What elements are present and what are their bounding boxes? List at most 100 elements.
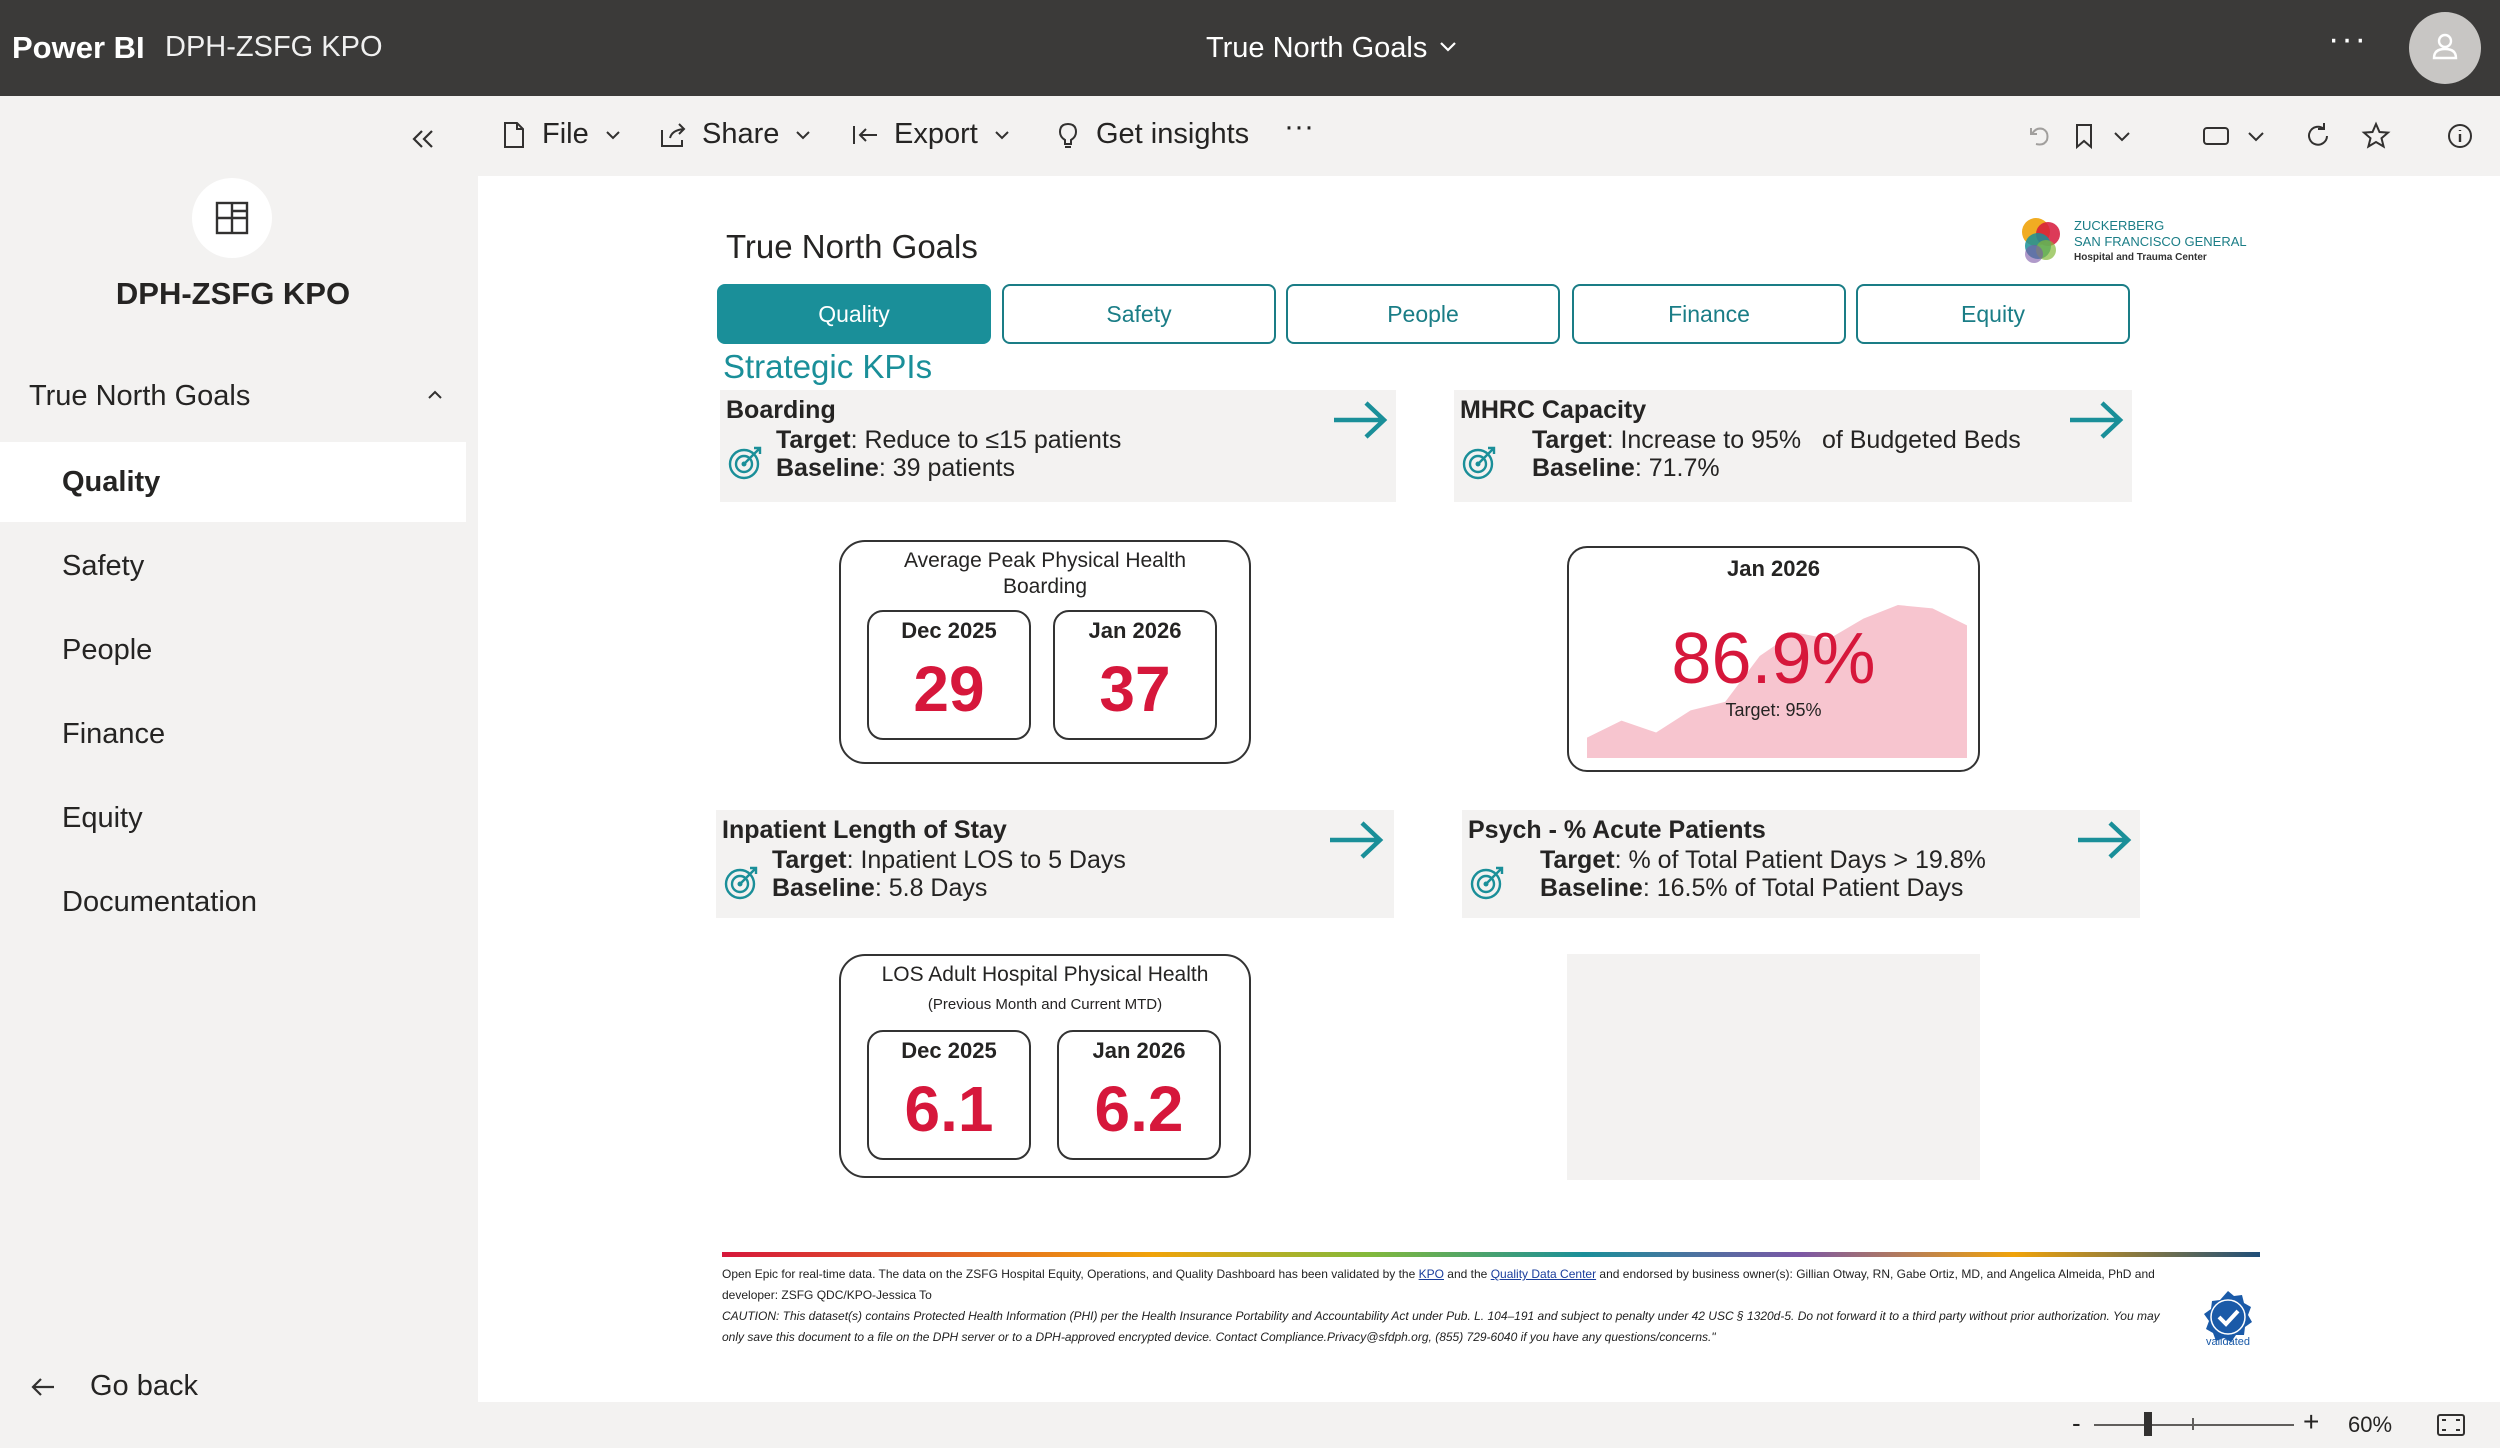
logo-line-2: SAN FRANCISCO GENERAL [2074, 234, 2247, 249]
toolbar-more-button[interactable]: ··· [1284, 110, 1314, 144]
footer-disclaimer: Open Epic for real-time data. The data o… [722, 1264, 2162, 1348]
arrow-right-icon[interactable] [2066, 398, 2126, 442]
card-subtitle: (Previous Month and Current MTD) [927, 996, 1163, 1013]
sidebar-item-finance[interactable]: Finance [62, 718, 166, 750]
get-insights-label: Get insights [1096, 118, 1250, 150]
arrow-right-icon[interactable] [1330, 398, 1390, 442]
refresh-icon[interactable] [2302, 120, 2334, 152]
target-icon [1470, 866, 1504, 900]
target-text: : Reduce to ≤15 patients [850, 426, 1122, 454]
kpi-name: Inpatient Length of Stay [722, 816, 1007, 844]
target-label: Target [1540, 846, 1615, 874]
page-title: True North Goals [726, 228, 978, 265]
bookmark-icon[interactable] [2068, 120, 2100, 152]
collapse-sidebar-icon[interactable] [406, 122, 440, 156]
fit-to-page-icon[interactable] [2436, 1412, 2466, 1438]
report-title-dropdown[interactable]: True North Goals [1206, 32, 1428, 64]
quality-data-center-link[interactable]: Quality Data Center [1490, 1267, 1597, 1281]
sidebar-item-quality[interactable]: Quality [0, 442, 466, 522]
undo-icon[interactable] [2022, 120, 2054, 152]
zoom-out-button[interactable]: - [2072, 1408, 2081, 1438]
tab-safety[interactable]: Safety [1002, 284, 1276, 344]
kpi-baseline-line: Baseline: 39 patients [776, 454, 1015, 483]
curr-month-tile: Jan 2026 6.2 [1057, 1030, 1221, 1160]
zoom-in-button[interactable]: + [2303, 1406, 2320, 1437]
share-label: Share [702, 118, 780, 150]
user-icon [2432, 33, 2458, 60]
target-label: Target [776, 426, 851, 454]
trend-area-path [1587, 605, 1967, 758]
go-back-button[interactable]: Go back [28, 1370, 198, 1403]
validated-badge-label: validated [2205, 1336, 2251, 1348]
chevron-down-icon [796, 130, 811, 139]
target-label: Target [1532, 426, 1607, 454]
curr-month-value: 37 [1099, 653, 1171, 725]
kpi-target-line: Target: Inpatient LOS to 5 Days [772, 846, 1126, 875]
target-text: : Increase to 95% of Budgeted Beds [1606, 426, 2021, 454]
section-title: Strategic KPIs [723, 348, 933, 385]
kpi-target-line: Target: % of Total Patient Days > 19.8% [1540, 846, 1986, 875]
curr-month-value: 6.2 [1094, 1073, 1184, 1145]
kpo-link[interactable]: KPO [1418, 1267, 1444, 1281]
app-grid-icon [215, 201, 249, 235]
tab-people[interactable]: People [1286, 284, 1560, 344]
nav-section-true-north-goals[interactable]: True North Goals [29, 380, 251, 412]
lightbulb-icon [1058, 122, 1078, 148]
chevron-down-icon[interactable] [2110, 120, 2134, 152]
logo-line-1: ZUCKERBERG [2074, 218, 2165, 233]
tab-quality[interactable]: Quality [717, 284, 991, 344]
mhrc-target-note: Target: 95% [1725, 700, 1822, 720]
mhrc-trend-area [1587, 605, 1967, 758]
view-icon[interactable] [2200, 120, 2232, 152]
prev-month-tile: Dec 2025 6.1 [867, 1030, 1031, 1160]
kpi-name: Boarding [726, 396, 836, 424]
avatar[interactable] [2409, 12, 2481, 84]
get-insights-button[interactable]: Get insights [1054, 118, 1249, 151]
kpi-baseline-line: Baseline: 71.7% [1532, 454, 1720, 483]
chevron-down-icon[interactable] [2244, 120, 2268, 152]
target-text: : % of Total Patient Days > 19.8% [1614, 846, 1986, 874]
zoom-slider-thumb[interactable] [2144, 1412, 2152, 1436]
report-toolbar: File Share Export Get insights ··· [478, 96, 2500, 176]
zoom-slider-track[interactable] [2094, 1424, 2294, 1426]
top-bar: Power BI DPH-ZSFG KPO True North Goals ·… [0, 0, 2500, 96]
kpi-mhrc-header: MHRC Capacity Target: Increase to 95% of… [1454, 390, 2132, 502]
share-menu-button[interactable]: Share [658, 118, 813, 151]
baseline-label: Baseline [1532, 454, 1635, 482]
card-title: LOS Adult Hospital Physical Health [881, 963, 1209, 986]
kpi-name: MHRC Capacity [1460, 396, 1647, 424]
share-icon [661, 122, 686, 147]
footer-text-1: Open Epic for real-time data. The data o… [722, 1267, 1419, 1281]
workspace-name[interactable]: DPH-ZSFG KPO [165, 31, 383, 63]
chevron-down-icon[interactable] [1436, 34, 1460, 58]
sidebar-item-documentation[interactable]: Documentation [62, 886, 258, 918]
export-menu-button[interactable]: Export [850, 118, 1012, 151]
baseline-label: Baseline [776, 454, 879, 482]
chevron-down-icon [606, 130, 620, 139]
footer-text-3: and endorsed by business owner(s): Gilli… [722, 1267, 2155, 1302]
file-menu-button[interactable]: File [500, 118, 623, 151]
tab-equity[interactable]: Equity [1856, 284, 2130, 344]
logo-line-3: Hospital and Trauma Center [2074, 252, 2207, 263]
favorite-star-icon[interactable] [2360, 120, 2392, 152]
prev-month-label: Dec 2025 [901, 1038, 997, 1063]
arrow-right-icon[interactable] [2074, 818, 2134, 862]
zoom-slider-tick [2192, 1418, 2194, 1430]
curr-month-label: Jan 2026 [1088, 618, 1182, 643]
file-icon [504, 121, 524, 148]
baseline-label: Baseline [1540, 874, 1643, 902]
curr-month-label: Jan 2026 [1092, 1038, 1186, 1063]
more-options-button[interactable]: ··· [2328, 20, 2368, 58]
sidebar-item-equity[interactable]: Equity [62, 802, 143, 834]
sidebar-item-safety[interactable]: Safety [62, 550, 145, 582]
tab-finance[interactable]: Finance [1572, 284, 1846, 344]
sidebar-item-people[interactable]: People [62, 634, 153, 666]
powerbi-brand[interactable]: Power BI [12, 30, 145, 65]
kpi-target-line: Target: Increase to 95% of Budgeted Beds [1532, 426, 2021, 455]
baseline-text: : 39 patients [878, 454, 1016, 482]
arrow-right-icon[interactable] [1326, 818, 1386, 862]
baseline-text: : 5.8 Days [874, 874, 988, 902]
info-icon[interactable] [2444, 120, 2476, 152]
kpi-psych-header: Psych - % Acute Patients Target: % of To… [1462, 810, 2140, 918]
chevron-up-icon[interactable] [422, 382, 448, 408]
